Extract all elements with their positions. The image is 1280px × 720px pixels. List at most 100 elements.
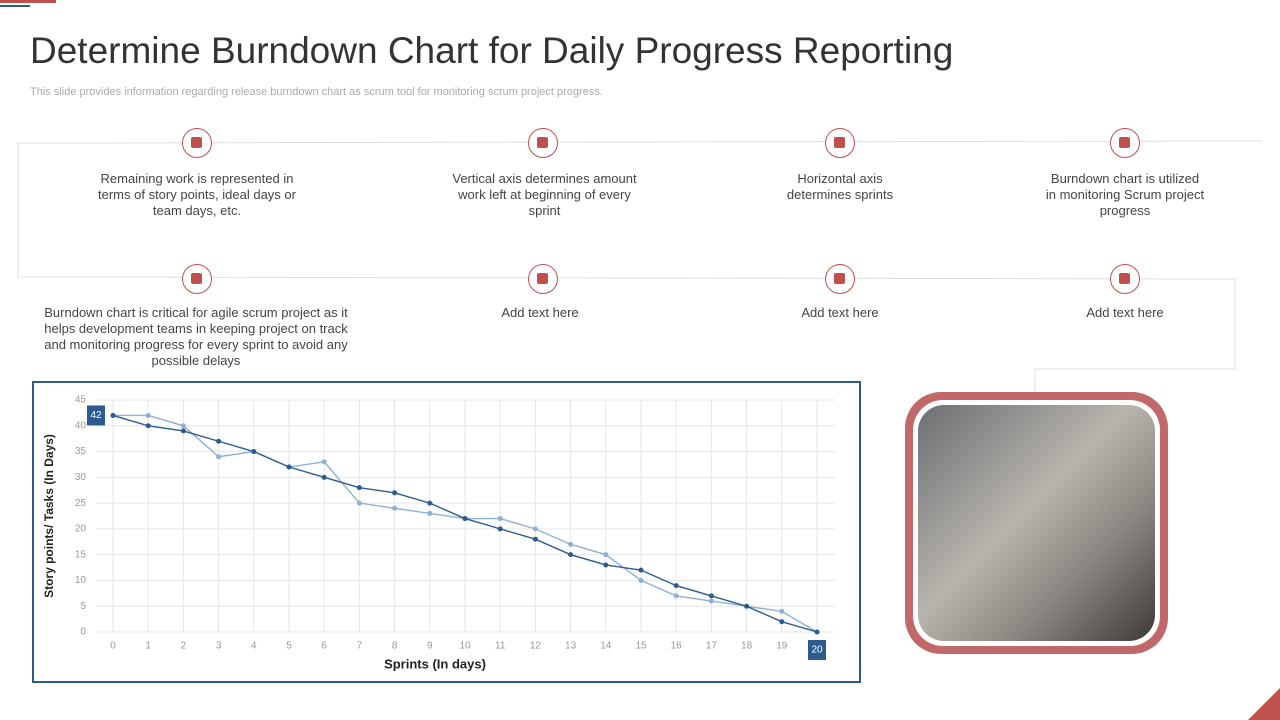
data-point [145, 412, 151, 418]
data-point [532, 536, 538, 542]
title: Determine Burndown Chart for Daily Progr… [30, 30, 954, 71]
data-point [603, 562, 609, 568]
corner-triangle [1248, 688, 1280, 720]
data-point [568, 552, 574, 558]
data-point [216, 438, 222, 444]
x-axis-label: Sprints (In days) [384, 656, 486, 671]
badge: 20 [808, 640, 826, 660]
data-point [110, 412, 116, 418]
data-point [427, 500, 433, 506]
item-text: Vertical axis determines amount work lef… [452, 171, 637, 218]
item-text: Add text here [801, 305, 879, 320]
x-tick-label: 16 [671, 641, 683, 652]
y-tick-label: 35 [75, 446, 87, 457]
icon [182, 128, 212, 158]
y-tick-label: 40 [75, 420, 87, 431]
data-point [392, 490, 398, 496]
data-point [497, 516, 503, 522]
y-tick-label: 10 [75, 575, 87, 586]
x-tick-label: 6 [321, 641, 327, 652]
x-tick-label: 1 [145, 641, 151, 652]
data-point [638, 567, 644, 573]
x-tick-label: 5 [286, 641, 292, 652]
data-point [568, 541, 574, 547]
x-tick-label: 19 [776, 641, 788, 652]
x-tick-label: 12 [530, 641, 542, 652]
data-point [779, 619, 785, 625]
badge-box [87, 405, 105, 426]
y-tick-label: 20 [75, 524, 87, 535]
item-text: Burndown chart is critical for agile scr… [44, 305, 348, 368]
data-point [603, 552, 609, 558]
x-tick-label: 13 [565, 641, 577, 652]
badge-label: 42 [90, 410, 102, 421]
photo-frame [905, 392, 1168, 654]
data-point [814, 629, 820, 635]
x-tick-label: 14 [600, 641, 612, 652]
data-point [427, 510, 433, 516]
data-point [356, 485, 362, 491]
icon [528, 128, 558, 158]
data-point [321, 474, 327, 480]
x-tick-label: 0 [110, 641, 116, 652]
data-point [180, 423, 186, 429]
x-tick-label: 10 [459, 641, 471, 652]
data-point [145, 423, 151, 429]
x-tick-label: 3 [216, 641, 222, 652]
icon [1110, 264, 1140, 294]
data-point [673, 583, 679, 589]
icon [825, 128, 855, 158]
y-tick-label: 0 [80, 627, 86, 638]
corner-accent [0, 5, 30, 7]
x-tick-label: 2 [181, 641, 187, 652]
y-axis-label: Story points/ Tasks (In Days) [42, 434, 56, 598]
data-point [216, 454, 222, 460]
x-tick-label: 18 [741, 641, 753, 652]
x-tick-label: 8 [392, 641, 398, 652]
icon [825, 264, 855, 294]
y-tick-label: 45 [75, 395, 87, 406]
photo [918, 405, 1155, 641]
subtitle: This slide provides information regardin… [30, 86, 603, 98]
badge-label: 20 [811, 645, 823, 656]
icon [1110, 128, 1140, 158]
data-point [673, 593, 679, 599]
data-point [462, 516, 468, 522]
data-point [392, 505, 398, 511]
data-point [356, 500, 362, 506]
data-point [180, 428, 186, 434]
data-point [779, 608, 785, 614]
icon [182, 264, 212, 294]
x-tick-label: 11 [495, 641, 506, 652]
y-tick-label: 5 [80, 601, 86, 612]
icon [528, 264, 558, 294]
data-point [497, 526, 503, 532]
corner-accent [0, 0, 56, 3]
x-tick-label: 9 [427, 641, 433, 652]
item-text: Add text here [501, 305, 579, 320]
badge-box [808, 640, 826, 660]
data-point [744, 603, 750, 609]
item-text: Add text here [1086, 305, 1164, 320]
y-tick-label: 25 [75, 498, 87, 509]
x-tick-label: 17 [706, 641, 718, 652]
badge: 42 [87, 405, 105, 426]
connector-lines [17, 140, 1263, 392]
data-point [708, 598, 714, 604]
y-tick-label: 30 [75, 472, 87, 483]
data-point [321, 459, 327, 465]
data-point [532, 526, 538, 532]
x-tick-label: 7 [357, 641, 363, 652]
data-point [251, 449, 257, 455]
data-point [638, 577, 644, 583]
x-tick-label: 4 [251, 641, 257, 652]
item-text: Burndown chart is utilized in monitoring… [1045, 171, 1205, 218]
item-text: Remaining work is represented in terms o… [98, 171, 296, 218]
item-text: Horizontal axis determines sprints [786, 171, 894, 202]
data-point [286, 464, 292, 470]
data-point [708, 593, 714, 599]
y-tick-label: 15 [75, 549, 87, 560]
x-tick-label: 15 [635, 641, 647, 652]
